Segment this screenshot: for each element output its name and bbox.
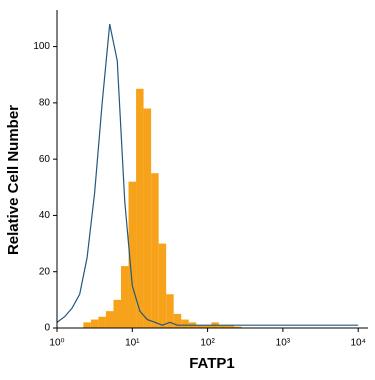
y-tick-label: 0 <box>44 323 50 334</box>
x-tick-label: 10⁰ <box>49 338 64 349</box>
histogram-bar <box>226 325 234 328</box>
y-tick-label: 60 <box>39 154 51 165</box>
y-tick-label: 20 <box>39 266 51 277</box>
histogram-bar <box>173 313 182 328</box>
histogram-bar <box>233 326 242 328</box>
x-tick-label: 10² <box>200 338 215 349</box>
histogram-bar <box>196 325 204 328</box>
histogram-bar <box>105 311 114 328</box>
histogram-bar <box>83 322 91 328</box>
histogram-bar <box>158 243 167 328</box>
y-tick-label: 80 <box>39 98 51 109</box>
histogram-bar <box>166 294 174 328</box>
histogram-bar <box>143 108 152 328</box>
histogram-bar <box>98 316 106 328</box>
y-axis-label: Relative Cell Number <box>5 105 22 255</box>
y-tick-label: 100 <box>33 41 50 52</box>
x-tick-label: 10³ <box>276 338 291 349</box>
histogram-bar <box>128 181 137 328</box>
histogram-bar <box>90 319 99 328</box>
histogram-bar <box>151 173 159 328</box>
x-axis-label: FATP1 <box>189 355 235 372</box>
x-tick-label: 10⁴ <box>350 338 365 349</box>
y-tick-label: 40 <box>39 210 51 221</box>
histogram-bar <box>218 325 227 328</box>
histogram-bar <box>203 325 212 328</box>
histogram-bar <box>113 299 121 328</box>
histogram-bar <box>136 88 144 328</box>
histogram-bar <box>181 319 189 328</box>
histogram-line <box>56 23 359 326</box>
histogram-bar <box>120 266 129 328</box>
x-tick-label: 10¹ <box>125 338 140 349</box>
